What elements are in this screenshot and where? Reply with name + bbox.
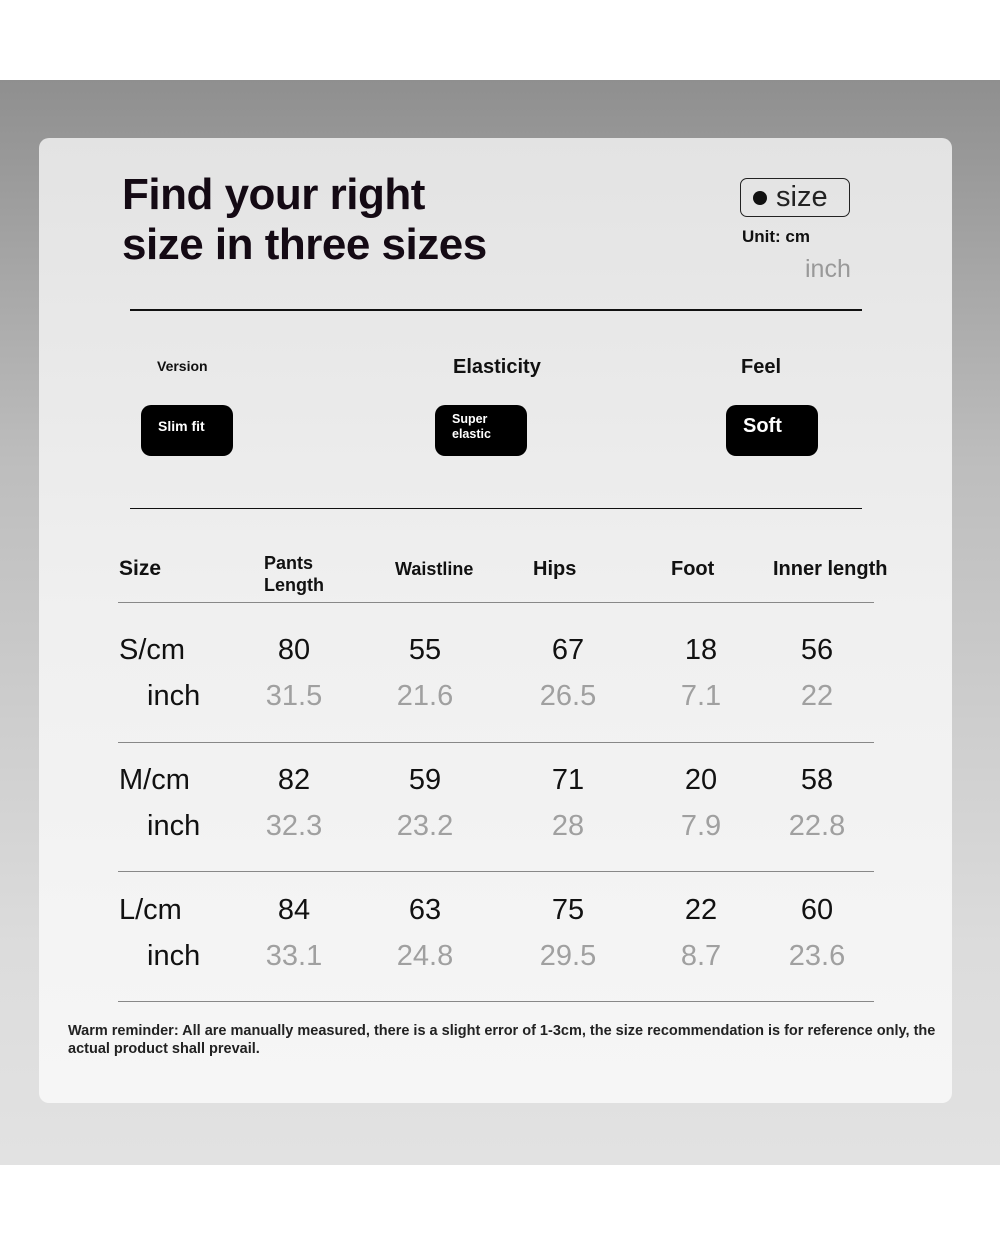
table-divider: [118, 871, 874, 872]
row-inch-label: inch: [147, 810, 201, 842]
page-title: Find your right size in three sizes: [122, 170, 487, 270]
cell-inch: 22.8: [788, 810, 846, 842]
cell-inch: 8.7: [680, 940, 722, 972]
header-pants-length: Pants Length: [264, 553, 324, 595]
bullet-icon: [753, 190, 767, 205]
cell-cm: 67: [551, 634, 585, 666]
header-foot: Foot: [671, 558, 715, 580]
row-size-label: M/cm: [119, 764, 190, 796]
cell-inch: 32.3: [265, 810, 323, 842]
cell-inch: 7.1: [680, 680, 722, 712]
attr-value-feel: Soft: [726, 405, 818, 456]
cell-inch: 33.1: [265, 940, 323, 972]
row-inch-label: inch: [147, 680, 201, 712]
cell-cm: 20: [684, 764, 718, 796]
cell-cm: 60: [800, 894, 834, 926]
inch-label: inch: [805, 255, 851, 283]
header-inner-length: Inner length: [773, 558, 888, 580]
attr-label-version: Version: [157, 358, 208, 374]
cell-inch: 21.6: [396, 680, 454, 712]
cell-cm: 22: [684, 894, 718, 926]
cell-cm: 71: [551, 764, 585, 796]
header-size: Size: [119, 557, 162, 580]
header-hips: Hips: [533, 558, 577, 580]
cell-inch: 7.9: [680, 810, 722, 842]
cell-cm: 75: [551, 894, 585, 926]
table-divider: [118, 742, 874, 743]
size-badge-label: size: [776, 181, 828, 213]
row-inch-label: inch: [147, 940, 201, 972]
table-divider: [118, 602, 874, 603]
cell-cm: 82: [277, 764, 311, 796]
unit-label: Unit: cm: [742, 227, 810, 246]
title-line: size in three sizes: [122, 220, 487, 269]
row-size-label: S/cm: [119, 634, 186, 666]
cell-inch: 31.5: [265, 680, 323, 712]
cell-inch: 29.5: [539, 940, 597, 972]
attr-value-elasticity: Super elastic: [435, 405, 527, 456]
cell-inch: 26.5: [539, 680, 597, 712]
cell-cm: 58: [800, 764, 834, 796]
cell-inch: 23.6: [788, 940, 846, 972]
cell-cm: 55: [408, 634, 442, 666]
table-divider: [118, 1001, 874, 1002]
cell-cm: 63: [408, 894, 442, 926]
cell-cm: 18: [684, 634, 718, 666]
cell-cm: 59: [408, 764, 442, 796]
warm-reminder: Warm reminder: All are manually measured…: [68, 1023, 936, 1057]
title-line: Find your right: [122, 170, 425, 219]
attr-label-elasticity: Elasticity: [453, 356, 541, 378]
size-badge: size: [740, 178, 850, 217]
divider: [130, 508, 862, 509]
divider: [130, 309, 862, 311]
cell-cm: 84: [277, 894, 311, 926]
header-waistline: Waistline: [395, 559, 474, 579]
cell-cm: 80: [277, 634, 311, 666]
row-size-label: L/cm: [119, 894, 182, 926]
cell-cm: 56: [800, 634, 834, 666]
size-chart-card: [39, 138, 952, 1103]
cell-inch: 22: [800, 680, 834, 712]
cell-inch: 23.2: [396, 810, 454, 842]
attr-label-feel: Feel: [741, 356, 782, 378]
cell-inch: 28: [551, 810, 585, 842]
cell-inch: 24.8: [396, 940, 454, 972]
attr-value-version: Slim fit: [141, 405, 233, 456]
